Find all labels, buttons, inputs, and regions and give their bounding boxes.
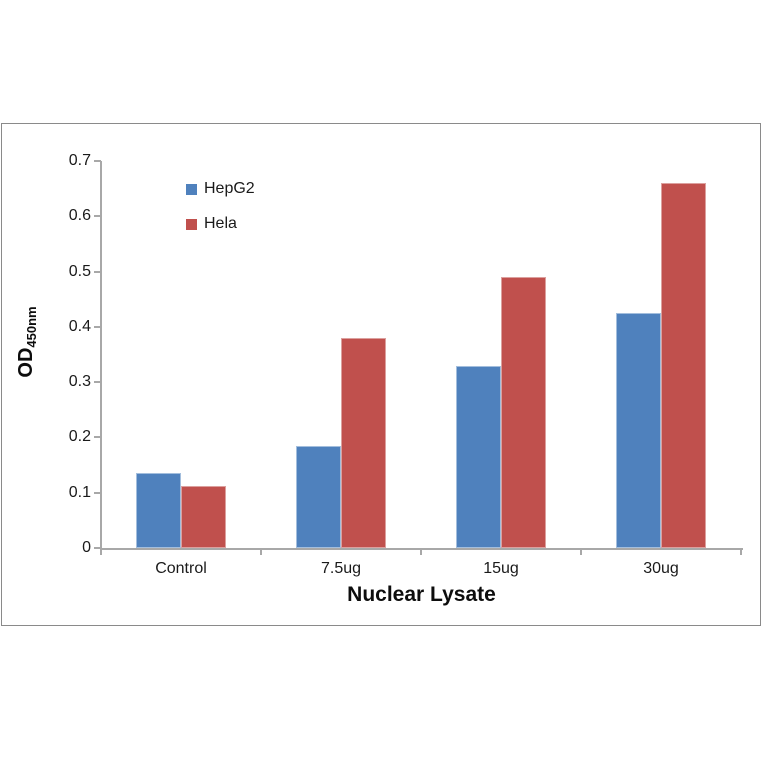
x-axis-tick <box>740 548 742 555</box>
y-tick-label: 0.6 <box>68 207 91 225</box>
legend-item-hela: Hela <box>186 215 255 233</box>
y-axis-tick <box>94 436 101 439</box>
y-axis-tick <box>94 325 101 328</box>
bar-hela-control <box>181 486 226 548</box>
legend-item-hepg2: HepG2 <box>186 180 255 198</box>
hepg2-swatch-icon <box>186 183 197 195</box>
x-category-label: 15ug <box>483 560 519 577</box>
y-axis-title-subscript: 450nm <box>23 306 39 348</box>
legend-label-hela: Hela <box>204 215 237 232</box>
x-axis-tick <box>420 548 422 555</box>
y-axis-title: OD 450nm <box>12 286 40 398</box>
y-tick-label: 0.4 <box>68 317 91 335</box>
bar-hepg2-75ug <box>296 446 341 548</box>
plot-area: 0 0.1 0.2 0.3 0.4 0.5 0.6 0.7 Control 7.5ug 15ug 30… <box>2 124 760 625</box>
y-tick-label: 0.5 <box>68 262 91 280</box>
hela-swatch-icon <box>186 218 197 230</box>
y-tick-label: 0.7 <box>68 152 91 169</box>
bar-hela-30ug <box>661 183 706 548</box>
y-axis-tick <box>94 381 101 384</box>
bar-hepg2-30ug <box>616 313 661 548</box>
y-axis-title-main: OD <box>14 347 37 378</box>
x-axis-title: Nuclear Lysate <box>347 583 496 606</box>
x-axis-tick <box>580 548 582 555</box>
bar-hepg2-15ug <box>456 366 501 548</box>
x-axis-tick <box>100 548 102 555</box>
y-axis-tick <box>94 547 101 549</box>
bar-hela-15ug <box>501 277 546 548</box>
x-category-label: Control <box>155 560 207 577</box>
x-axis-tick <box>260 548 262 555</box>
x-category-label: 7.5ug <box>320 560 362 577</box>
y-tick-label: 0 <box>82 539 91 556</box>
x-category-label: 30ug <box>643 560 679 577</box>
y-tick-label: 0.2 <box>68 428 91 446</box>
y-axis-tick <box>94 215 101 218</box>
legend-label-hepg2: HepG2 <box>204 180 255 197</box>
y-axis-line <box>100 161 102 550</box>
bar-hela-75ug <box>341 338 386 548</box>
y-axis-tick <box>94 491 101 494</box>
y-tick-label: 0.1 <box>68 483 91 501</box>
legend: HepG2 Hela <box>186 180 255 250</box>
y-tick-label: 0.3 <box>68 373 91 391</box>
chart-area: 0 0.1 0.2 0.3 0.4 0.5 0.6 0.7 Control 7.5ug 15ug 30… <box>1 123 761 626</box>
y-axis-tick <box>94 270 101 273</box>
bar-hepg2-control <box>136 473 181 548</box>
y-axis-tick <box>94 160 101 162</box>
